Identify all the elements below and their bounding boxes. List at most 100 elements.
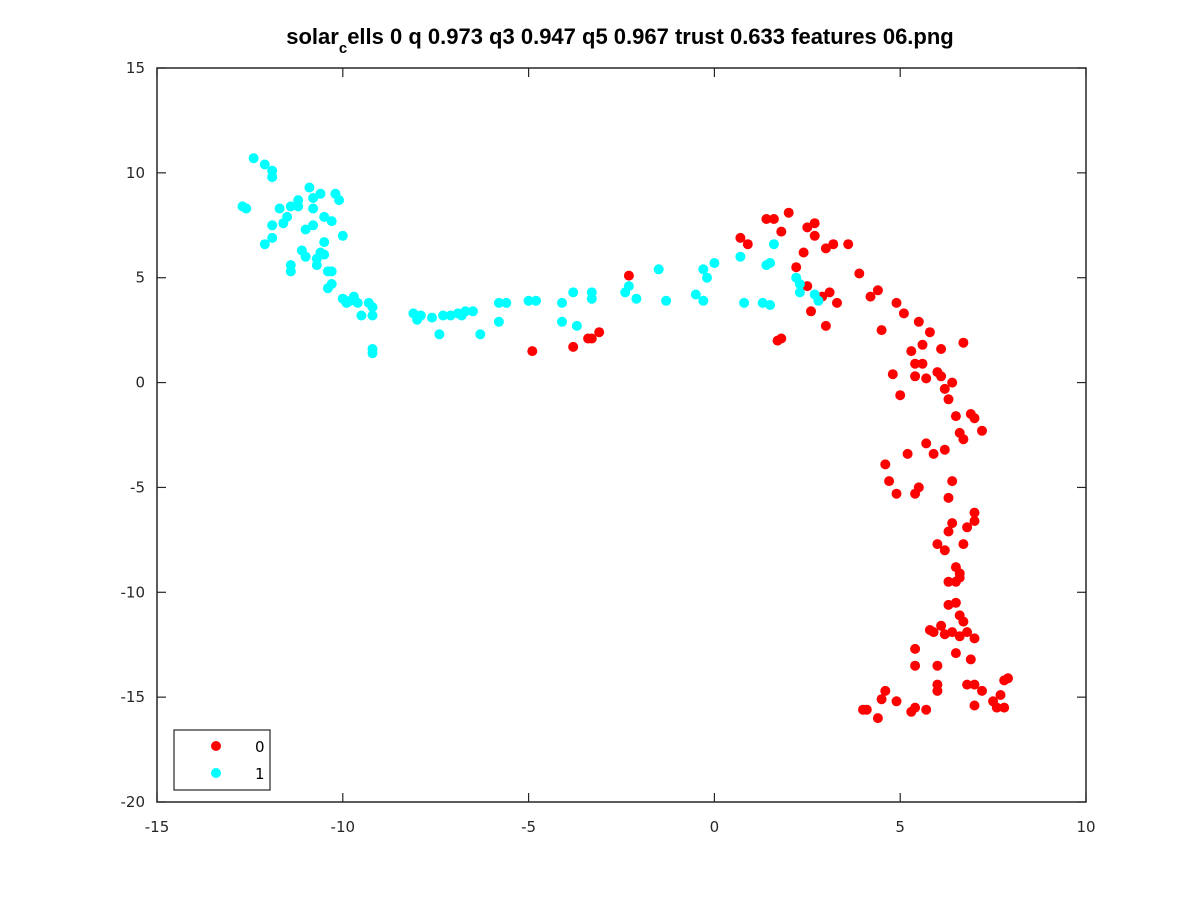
point-series-0-34	[884, 476, 895, 487]
point-series-1-22	[308, 203, 319, 214]
point-series-1-35	[326, 216, 337, 227]
point-series-0-44	[913, 482, 924, 493]
point-series-1-16	[293, 195, 304, 206]
point-series-0-53	[936, 371, 947, 382]
point-series-1-14	[285, 266, 296, 277]
point-series-1-78	[690, 289, 701, 300]
point-series-1-83	[735, 251, 746, 262]
point-series-0-49	[921, 438, 932, 449]
point-series-0-27	[843, 239, 854, 250]
point-series-0-77	[969, 507, 980, 518]
point-series-0-111	[969, 700, 980, 711]
point-series-0-23	[820, 320, 831, 331]
point-series-0-71	[947, 518, 958, 529]
x-tick-label-5: 10	[1076, 818, 1095, 836]
point-series-0-100	[872, 713, 883, 724]
y-tick-label-0: -20	[121, 793, 146, 811]
point-series-0-94	[950, 648, 961, 659]
point-series-1-63	[493, 297, 504, 308]
point-series-1-94	[813, 295, 824, 306]
point-series-1-53	[427, 312, 437, 323]
point-series-1-72	[586, 293, 597, 304]
point-series-0-8	[761, 214, 772, 224]
point-series-0-82	[950, 597, 961, 608]
point-series-1-2	[248, 153, 259, 164]
point-series-0-105	[910, 702, 921, 713]
point-series-0-30	[872, 285, 883, 296]
point-series-1-25	[311, 260, 322, 271]
point-series-0-5	[623, 270, 634, 281]
point-series-0-35	[891, 297, 902, 308]
point-series-1-37	[334, 195, 345, 206]
point-series-1-81	[702, 272, 712, 283]
point-series-1-34	[326, 266, 337, 277]
point-series-0-12	[776, 226, 787, 237]
point-series-1-62	[493, 316, 504, 327]
title-subscript: c	[339, 40, 347, 57]
point-series-1-89	[768, 239, 779, 250]
title-part-c: ells 0 q 0.973 q3 0.947 q5 0.967 trust 0…	[347, 24, 954, 49]
point-series-1-30	[319, 249, 330, 260]
point-series-0-90	[954, 631, 965, 642]
legend: 0 1	[173, 729, 271, 791]
point-series-0-0	[527, 346, 538, 357]
y-tick-label-7: 15	[126, 59, 145, 77]
y-tick-label-2: -10	[121, 583, 146, 601]
y-tick-label-1: -15	[121, 688, 146, 706]
point-series-1-9	[274, 203, 285, 214]
point-series-1-54	[434, 329, 445, 340]
point-series-0-118	[1003, 673, 1013, 684]
point-series-0-76	[969, 516, 980, 526]
y-tick-label-6: 10	[126, 164, 145, 182]
point-series-0-67	[943, 492, 954, 503]
point-series-0-108	[932, 679, 943, 690]
point-series-0-19	[809, 218, 820, 229]
point-series-1-3	[259, 159, 270, 170]
point-series-0-78	[943, 576, 954, 587]
y-tick-label-4: 0	[135, 374, 145, 392]
point-series-0-3	[586, 333, 597, 344]
title-part-a: solar	[286, 24, 339, 49]
point-series-0-29	[865, 291, 876, 302]
x-tick-label-3: 0	[710, 818, 720, 836]
point-series-0-99	[861, 704, 872, 715]
point-series-0-103	[891, 696, 902, 707]
point-series-1-7	[267, 232, 278, 243]
point-series-0-33	[887, 369, 898, 380]
point-series-0-41	[910, 358, 921, 369]
point-series-1-67	[557, 297, 567, 308]
point-series-0-42	[910, 371, 921, 382]
point-series-1-47	[367, 302, 378, 313]
point-series-0-95	[910, 660, 921, 671]
point-series-0-93	[910, 643, 921, 654]
chart-title: solarcells 0 q 0.973 q3 0.947 q5 0.967 t…	[286, 24, 953, 57]
point-series-1-8	[267, 220, 278, 231]
point-series-1-91	[794, 287, 805, 298]
point-series-0-68	[932, 539, 943, 550]
x-tick-label-4: 5	[895, 818, 905, 836]
point-series-1-75	[631, 293, 642, 304]
point-series-0-48	[921, 373, 932, 384]
point-series-0-22	[820, 243, 831, 254]
point-series-0-38	[898, 308, 909, 319]
point-series-1-23	[308, 193, 319, 203]
point-series-0-47	[917, 358, 928, 369]
x-tick-label-2: -5	[521, 818, 536, 836]
point-series-1-19	[300, 224, 311, 235]
point-series-1-79	[698, 264, 709, 275]
point-series-0-4	[594, 327, 605, 338]
point-series-0-70	[943, 526, 954, 537]
point-series-1-1	[241, 203, 252, 214]
point-series-0-26	[832, 297, 842, 308]
point-series-1-70	[571, 320, 582, 331]
point-series-1-20	[304, 182, 315, 193]
point-series-0-62	[958, 434, 969, 445]
point-series-1-12	[285, 201, 296, 212]
point-series-0-84	[958, 616, 969, 627]
point-series-0-89	[947, 627, 958, 638]
x-tick-label-1: -10	[331, 818, 356, 836]
point-series-0-87	[936, 620, 947, 631]
point-series-1-29	[319, 237, 330, 248]
